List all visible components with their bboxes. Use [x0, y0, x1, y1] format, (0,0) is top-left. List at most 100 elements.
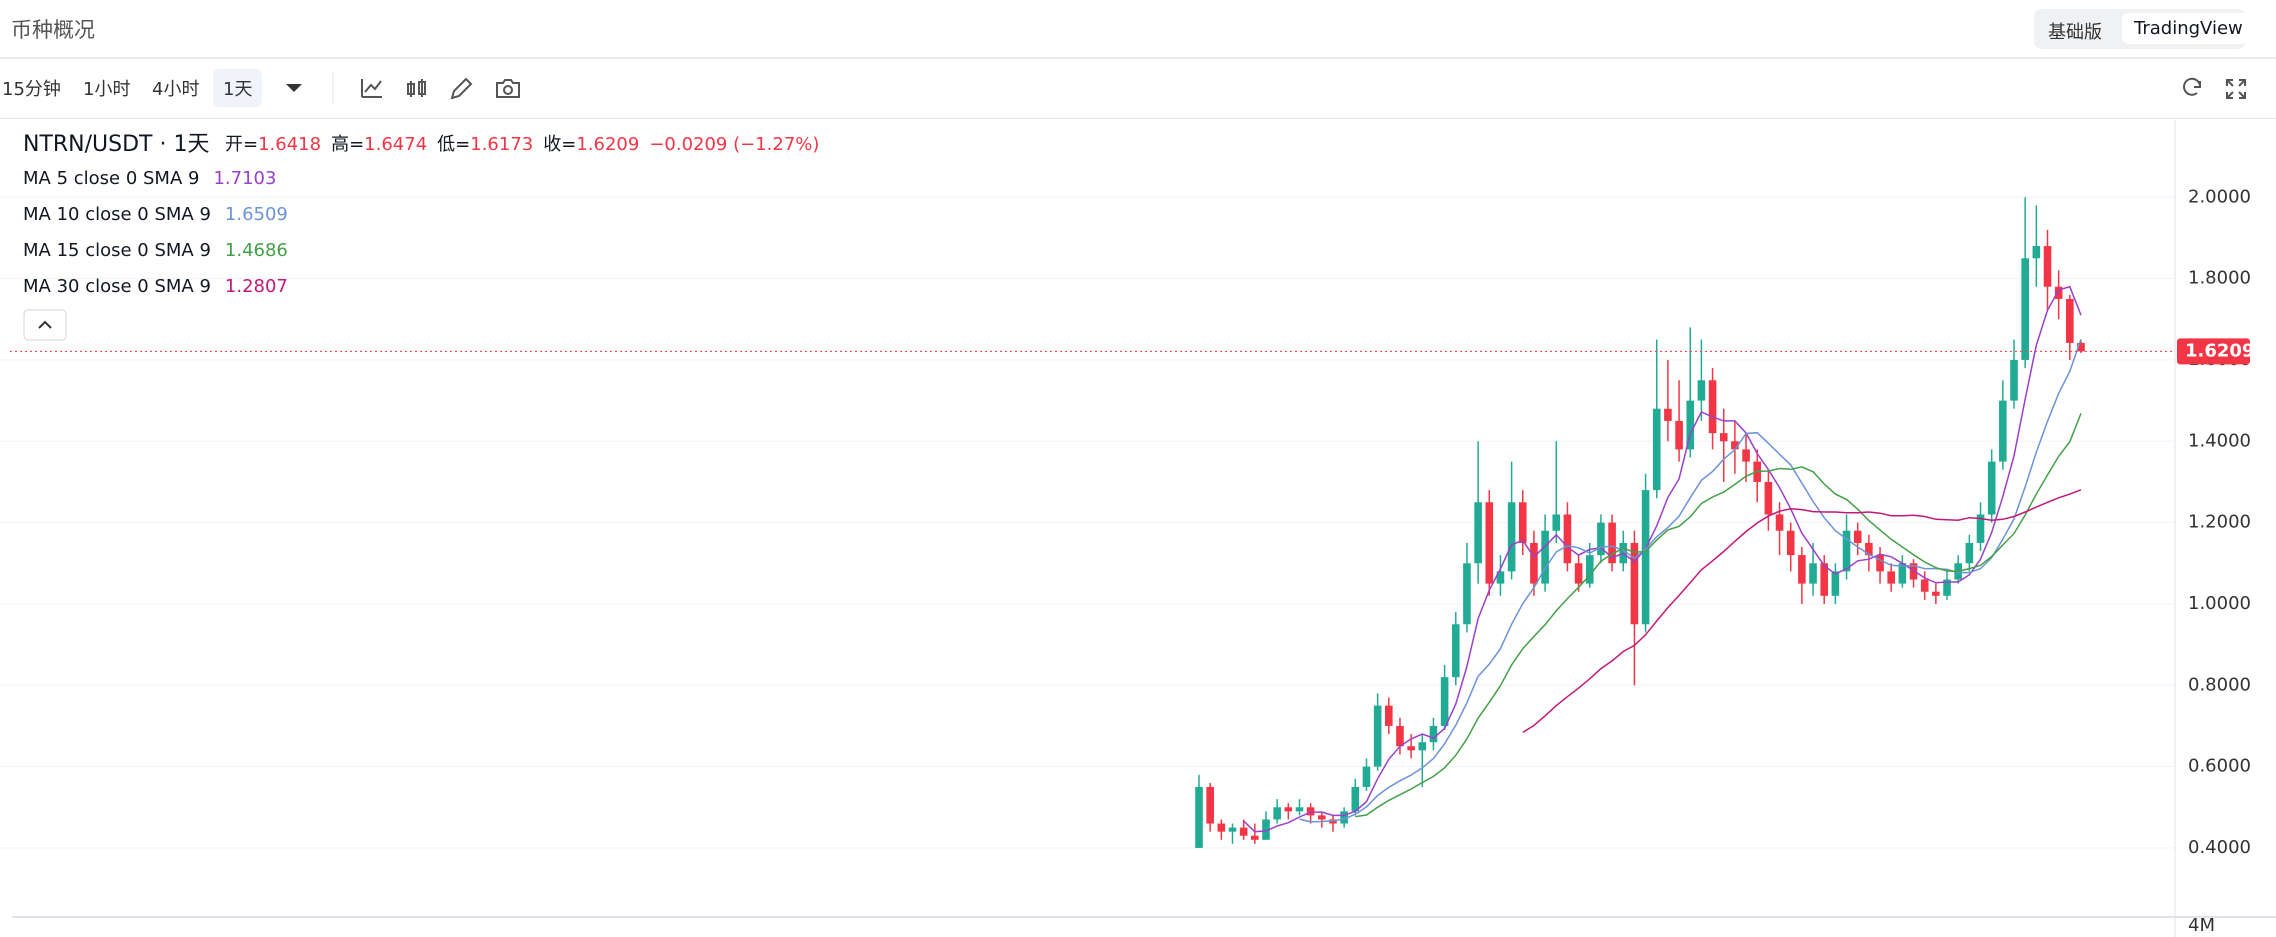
ohlc-legend-label: 低=: [437, 134, 470, 155]
toggle-tradingview[interactable]: TradingView: [2122, 13, 2255, 44]
candle-body: [1206, 786, 1214, 824]
ohlc-legend-label: 开=: [225, 134, 258, 155]
candle-body: [1295, 807, 1304, 812]
collapse-button[interactable]: [23, 309, 67, 341]
candle-body: [2043, 246, 2052, 287]
refresh-icon[interactable]: [2183, 77, 2202, 96]
candle-body: [1798, 555, 1806, 584]
candle-body: [1664, 408, 1672, 421]
page-title: 币种概况: [11, 18, 95, 42]
candle-body: [1976, 514, 1985, 543]
candle-body: [1518, 502, 1527, 543]
candle-body: [1251, 835, 1259, 840]
candle-body: [1384, 705, 1393, 726]
candle-body: [2021, 258, 2029, 360]
candle-body: [2054, 286, 2063, 299]
candle-body: [1306, 807, 1315, 816]
candle-body: [1652, 408, 1661, 491]
ma-legend: MA 10 close 0 SMA 9 1.6509: [23, 204, 288, 225]
candle-body: [2032, 246, 2041, 259]
candle-body: [1932, 591, 1940, 596]
chart: 4M 0.4000 0.6000 0.8000 1.0000 1.2000 1.4000 1…: [0, 120, 2276, 937]
camera-icon[interactable]: [496, 79, 520, 98]
camera-lens: [503, 85, 513, 95]
candle-body: [1407, 746, 1415, 751]
dropdown-caret[interactable]: [286, 84, 302, 92]
ohlc-legend-value: 1.6209: [576, 134, 639, 155]
candle-body: [1329, 819, 1337, 824]
candle-body: [1496, 571, 1505, 584]
candle-body: [1239, 827, 1248, 836]
candle-body: [1451, 624, 1460, 678]
ma-legend-name: MA 10 close 0 SMA 9: [23, 204, 211, 225]
candle-body: [1373, 705, 1382, 767]
candle-body: [1842, 530, 1851, 572]
y-tick-label: 2.0000: [2188, 186, 2251, 207]
candle-body: [2077, 342, 2085, 352]
candle-body: [1965, 542, 1974, 564]
ma-legend-value: 1.4686: [225, 240, 288, 261]
candle-body: [1574, 563, 1583, 584]
candle-body: [1786, 530, 1795, 556]
toggle-basic[interactable]: 基础版: [2048, 22, 2102, 43]
candle-body: [1474, 502, 1482, 564]
fullscreen-icon[interactable]: [2226, 79, 2246, 99]
candle-body: [1641, 490, 1650, 625]
candle-body: [1887, 571, 1896, 584]
ohlc-legend-value: 1.6173: [470, 134, 533, 155]
chart-title: NTRN/USDT · 1天: [23, 132, 209, 157]
candle-body: [1898, 563, 1907, 584]
candle-body: [1630, 542, 1639, 625]
y-tick-label: 1.4000: [2188, 430, 2251, 451]
candle-icon[interactable]: [407, 79, 426, 97]
last-price-box: [2177, 338, 2250, 365]
candle-body: [1820, 563, 1829, 596]
candle-body: [1396, 725, 1404, 747]
candle-body: [2066, 298, 2074, 343]
candle-body: [1764, 481, 1773, 515]
ma-legend-name: MA 5 close 0 SMA 9: [23, 168, 199, 189]
candle-body: [1809, 563, 1817, 584]
ohlc-legend-label: 收=: [543, 134, 576, 155]
toolbar-icons: [286, 71, 2246, 105]
y-tick-label: 1.2000: [2188, 512, 2251, 533]
candle-body: [1418, 742, 1427, 751]
candle-body: [1853, 530, 1862, 543]
view-toggle: 基础版 TradingView: [2034, 9, 2255, 49]
candle-body: [1987, 461, 1996, 515]
candle-body: [1876, 555, 1884, 572]
candle-body: [1507, 502, 1516, 572]
ma-legend-name: MA 15 close 0 SMA 9: [23, 240, 211, 261]
candle-body: [1195, 786, 1203, 848]
candle-body: [1943, 579, 1951, 596]
candle-body: [1429, 725, 1438, 743]
interval-button[interactable]: 15分钟: [2, 79, 61, 100]
volume-axis-label: 4M: [2188, 915, 2215, 936]
candle-body: [1463, 563, 1471, 625]
collapse-caret: [38, 320, 52, 329]
candle-body: [1999, 400, 2007, 462]
candle-body: [1608, 522, 1616, 564]
toolbar: 15分钟 1小时 4小时 1天: [0, 59, 2276, 119]
interval-button[interactable]: 1小时: [83, 79, 131, 100]
candle-body: [1708, 380, 1717, 434]
candle-body: [1742, 449, 1750, 462]
candle-body: [1697, 380, 1706, 401]
interval-button[interactable]: 4小时: [152, 79, 200, 100]
candle-body: [1731, 441, 1739, 450]
y-tick-label: 1.8000: [2188, 268, 2251, 289]
candle-body: [1351, 786, 1360, 812]
draw-icon[interactable]: [450, 77, 473, 100]
ma-legend: MA 5 close 0 SMA 9 1.7103: [23, 168, 276, 189]
candle-body: [1262, 819, 1270, 840]
ohlc-legend: 开=1.6418 高=1.6474 低=1.6173 收=1.6209 −0.0209 …: [225, 134, 819, 155]
candle-body: [1920, 579, 1929, 592]
candle-body: [1541, 530, 1549, 584]
y-tick-label: 0.8000: [2188, 674, 2251, 695]
indicator-icon[interactable]: [361, 79, 382, 98]
candle-body: [2010, 359, 2018, 401]
ma-legend-value: 1.6509: [225, 204, 288, 225]
interval-button-selected[interactable]: 1天: [213, 69, 263, 107]
